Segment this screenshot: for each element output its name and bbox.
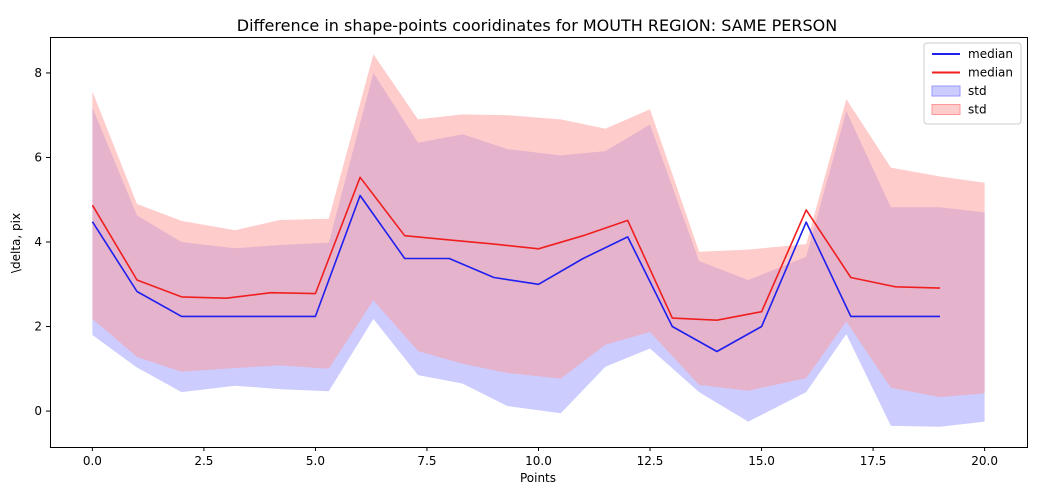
legend-patch-swatch (931, 104, 961, 115)
x-tick-label: 20.0 (971, 454, 998, 468)
legend-box (923, 42, 1022, 125)
std-band-2 (92, 54, 985, 398)
x-tick-label: 5.0 (306, 454, 325, 468)
chart-title: Difference in shape-points cooridinates … (237, 16, 837, 35)
y-axis-label: \delta, pix (9, 213, 23, 273)
y-tick-label: 4 (34, 235, 42, 249)
legend: median median std std (923, 42, 1022, 125)
x-tick-label: 12.5 (637, 454, 664, 468)
median-line-1 (91, 194, 940, 353)
x-tick-label: 15.0 (748, 454, 775, 468)
x-tick-label: 10.0 (525, 454, 552, 468)
y-tick-label: 2 (34, 320, 42, 334)
x-tick-label: 0.0 (83, 454, 102, 468)
x-axis-label: Points (520, 471, 556, 485)
x-axis: 0.0 2.5 5.0 7.5 10.0 12.5 15.0 17.5 20.0 (83, 447, 998, 468)
y-tick-label: 8 (34, 66, 42, 80)
y-axis: 0 2 4 6 8 (34, 66, 50, 418)
legend-label: median (968, 47, 1013, 61)
legend-patch-swatch (931, 85, 961, 97)
x-tick-label: 2.5 (194, 454, 213, 468)
plot-area (91, 54, 985, 427)
legend-label: median (968, 66, 1013, 80)
legend-label: std (968, 84, 987, 98)
y-tick-label: 6 (34, 150, 42, 164)
median-line-2 (91, 176, 941, 322)
x-tick-label: 7.5 (417, 454, 436, 468)
legend-label: std (968, 103, 987, 117)
x-tick-label: 17.5 (860, 454, 887, 468)
y-tick-label: 0 (34, 404, 42, 418)
